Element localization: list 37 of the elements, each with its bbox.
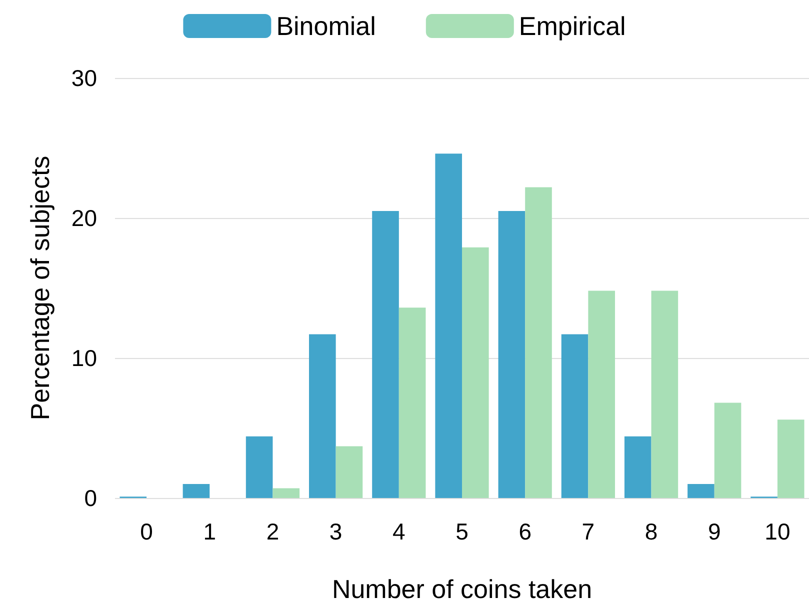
bar (651, 290, 678, 498)
bar (588, 290, 615, 498)
bar (462, 247, 489, 498)
y-tick-label: 10 (71, 345, 97, 371)
y-tick-label: 0 (84, 485, 97, 511)
x-tick-label: 2 (266, 518, 280, 544)
bar (688, 484, 714, 498)
bar (336, 446, 363, 498)
bar (624, 436, 652, 498)
x-tick-label: 3 (329, 518, 342, 544)
legend-label: Empirical (518, 11, 626, 41)
bar (777, 420, 804, 498)
x-tick-label: 8 (644, 518, 658, 544)
x-tick-label: 0 (140, 518, 153, 544)
x-tick-label: 10 (764, 518, 790, 544)
y-tick-label: 30 (71, 65, 97, 91)
x-tick-label: 6 (518, 518, 532, 544)
bar (272, 488, 300, 498)
bar (182, 484, 210, 498)
x-axis-title: Number of coins taken (332, 574, 592, 604)
bar (498, 211, 526, 498)
bar (435, 154, 462, 498)
bar (525, 187, 552, 498)
bar (398, 308, 426, 498)
x-tick-label: 4 (392, 518, 406, 544)
bar (714, 402, 742, 498)
bar (246, 436, 273, 498)
bar (309, 334, 336, 498)
x-tick-label: 7 (582, 518, 595, 544)
y-tick-label: 20 (71, 205, 97, 231)
x-tick-label: 9 (708, 518, 721, 544)
x-tick-label: 5 (456, 518, 468, 544)
y-axis-title: Percentage of subjects (25, 156, 55, 420)
legend-label: Binomial (276, 11, 376, 41)
x-tick-label: 1 (203, 518, 216, 544)
bar (372, 211, 399, 498)
bar (561, 334, 588, 498)
